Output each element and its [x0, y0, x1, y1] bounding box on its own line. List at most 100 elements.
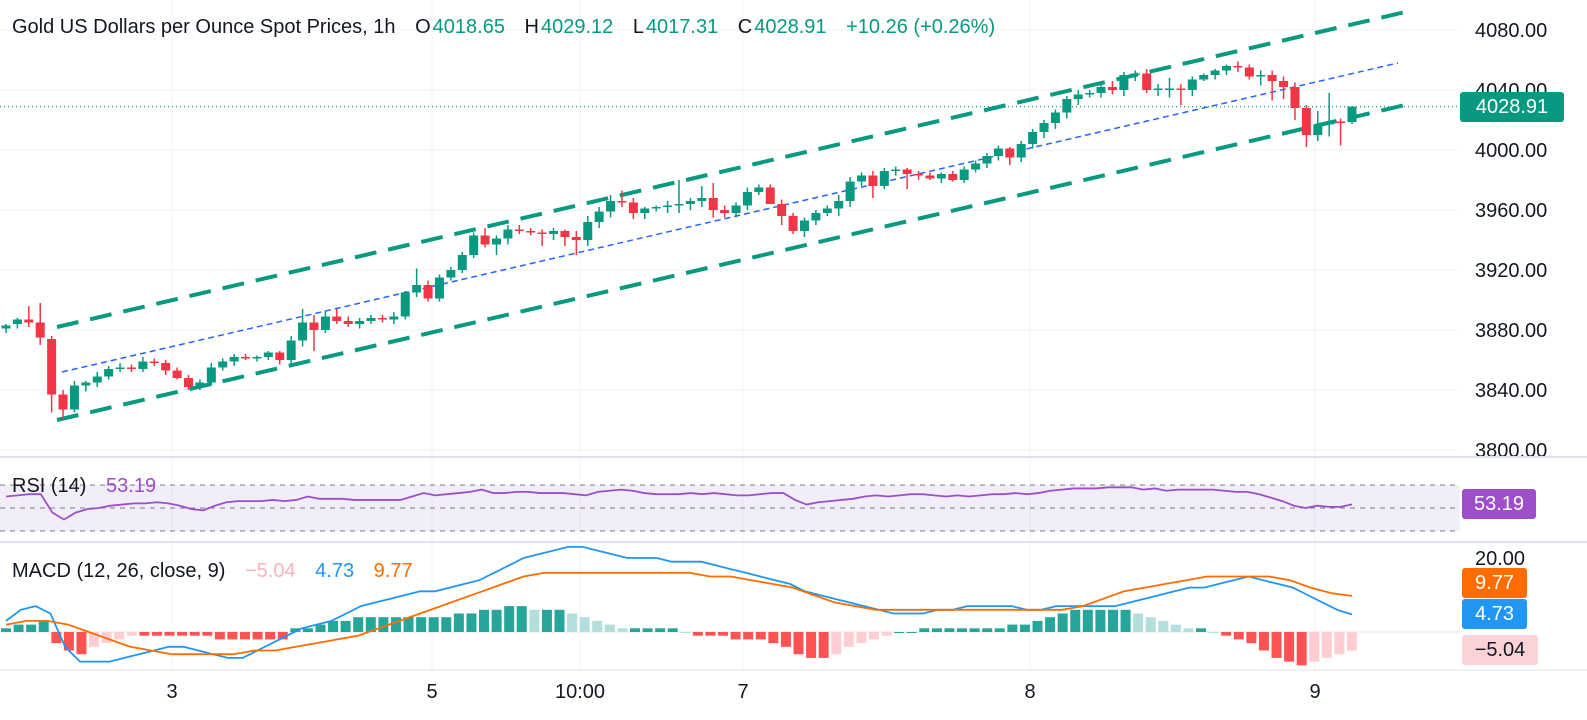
rsi-legend: RSI (14) 53.19 — [12, 475, 158, 498]
macd-histogram-bar — [252, 632, 263, 640]
macd-histogram-bar — [868, 632, 879, 640]
candle-body — [434, 277, 444, 299]
macd-histogram-bar — [692, 632, 703, 636]
candle-body — [708, 198, 718, 210]
macd-histogram-bar — [302, 628, 313, 632]
macd-histogram-bar — [680, 632, 691, 633]
macd-histogram-bar — [1258, 632, 1269, 651]
candle-body — [788, 216, 798, 231]
candle-body — [1210, 70, 1220, 75]
macd-histogram-bar — [38, 620, 49, 632]
candle-body — [571, 237, 581, 240]
channel-upper-line — [56, 10, 1406, 329]
macd-histogram-bar — [919, 628, 930, 632]
macd-histogram-bar — [403, 617, 414, 632]
candle-body — [172, 370, 182, 378]
macd-histogram-bar — [755, 632, 766, 640]
candle-body — [12, 319, 22, 324]
macd-histogram-bar — [139, 632, 150, 636]
candle-body — [104, 369, 114, 377]
macd-histogram-bar — [1221, 632, 1232, 636]
candle-body — [332, 316, 342, 321]
macd-histogram-bar — [1107, 609, 1118, 632]
rsi-value: 53.19 — [106, 475, 157, 497]
macd-histogram-bar — [1284, 632, 1295, 662]
candle-body — [651, 207, 661, 209]
x-tick-label: 9 — [1309, 681, 1320, 703]
candle-body — [799, 220, 809, 231]
macd-histogram-bar — [1019, 624, 1030, 632]
macd-histogram-bar — [76, 632, 87, 655]
candle-body — [1222, 66, 1232, 71]
candle-body — [366, 318, 376, 321]
macd-histogram-bar — [63, 632, 74, 651]
candle-body — [184, 378, 194, 387]
candle-body — [1039, 123, 1049, 132]
signal-line — [5, 571, 1353, 656]
macd-histogram-bar — [730, 632, 741, 640]
candle-body — [263, 352, 273, 357]
macd-histogram-bar — [655, 628, 666, 632]
candle-body — [606, 201, 616, 212]
candle-body — [777, 204, 787, 216]
macd-histogram-bar — [529, 609, 540, 632]
ohlc-legend: Gold US Dollars per Ounce Spot Prices, 1… — [12, 16, 997, 39]
candle-body — [891, 169, 901, 171]
macd-histogram-bar — [1183, 628, 1194, 632]
macd-histogram-bar — [994, 628, 1005, 632]
y-tick-label: 3880.00 — [1475, 320, 1547, 342]
candle-body — [1130, 73, 1140, 75]
candle-body — [1301, 108, 1311, 135]
macd-histogram-bar — [1158, 620, 1169, 632]
candle-body — [754, 187, 764, 192]
macd-histogram-bar — [13, 624, 24, 632]
macd-line — [5, 546, 1353, 663]
x-tick-label: 8 — [1024, 681, 1035, 703]
macd-histogram-bar — [189, 632, 200, 636]
macd-histogram-bar — [1057, 613, 1068, 632]
candle-body — [685, 201, 695, 204]
last-price-badge: 4028.91 — [1460, 92, 1564, 122]
candle-body — [1279, 81, 1289, 87]
candle-body — [457, 255, 467, 270]
candle-body — [286, 340, 296, 360]
macd-histogram-bar — [1347, 632, 1357, 651]
candle-body — [514, 229, 524, 231]
macd-histogram-bar — [1321, 632, 1332, 658]
candle-body — [229, 357, 239, 362]
candle-body — [1096, 87, 1106, 93]
candle-body — [857, 175, 867, 182]
candle-body — [320, 316, 330, 330]
macd-histogram-bar — [1208, 632, 1219, 633]
macd-histogram-bar — [818, 632, 829, 658]
channel-lower-line — [56, 103, 1406, 422]
y-tick-label: 3800.00 — [1475, 440, 1547, 462]
rsi-badge: 53.19 — [1462, 489, 1536, 519]
macd-histogram-bar — [944, 628, 955, 632]
candle-body — [720, 210, 730, 213]
macd-histogram-bar — [1145, 617, 1156, 632]
candle-body — [834, 201, 844, 209]
macd-histogram-bar — [390, 617, 401, 632]
macd-histogram-bar — [567, 613, 578, 632]
macd-histogram-bar — [617, 628, 628, 632]
candle-body — [92, 376, 102, 383]
macd-histogram-bar — [780, 632, 791, 647]
candle-body — [742, 192, 752, 206]
candle-body — [1164, 88, 1174, 90]
candle-body — [480, 235, 490, 245]
candle-body — [491, 238, 501, 245]
macd-histogram-bar — [416, 617, 427, 632]
macd-histogram-bar — [554, 609, 565, 632]
macd-histogram-bar — [579, 617, 590, 632]
macd-signal-value: 9.77 — [373, 560, 413, 582]
macd-histogram-bar — [491, 609, 502, 632]
macd-histogram-bar — [843, 632, 854, 647]
candle-body — [161, 363, 171, 371]
candle-body — [412, 285, 422, 293]
candle-body — [868, 175, 878, 186]
candle-body — [1176, 88, 1186, 90]
macd-histogram-bar — [227, 632, 238, 640]
macd-histogram-bar — [126, 632, 137, 636]
macd-histogram-bar — [894, 632, 905, 633]
